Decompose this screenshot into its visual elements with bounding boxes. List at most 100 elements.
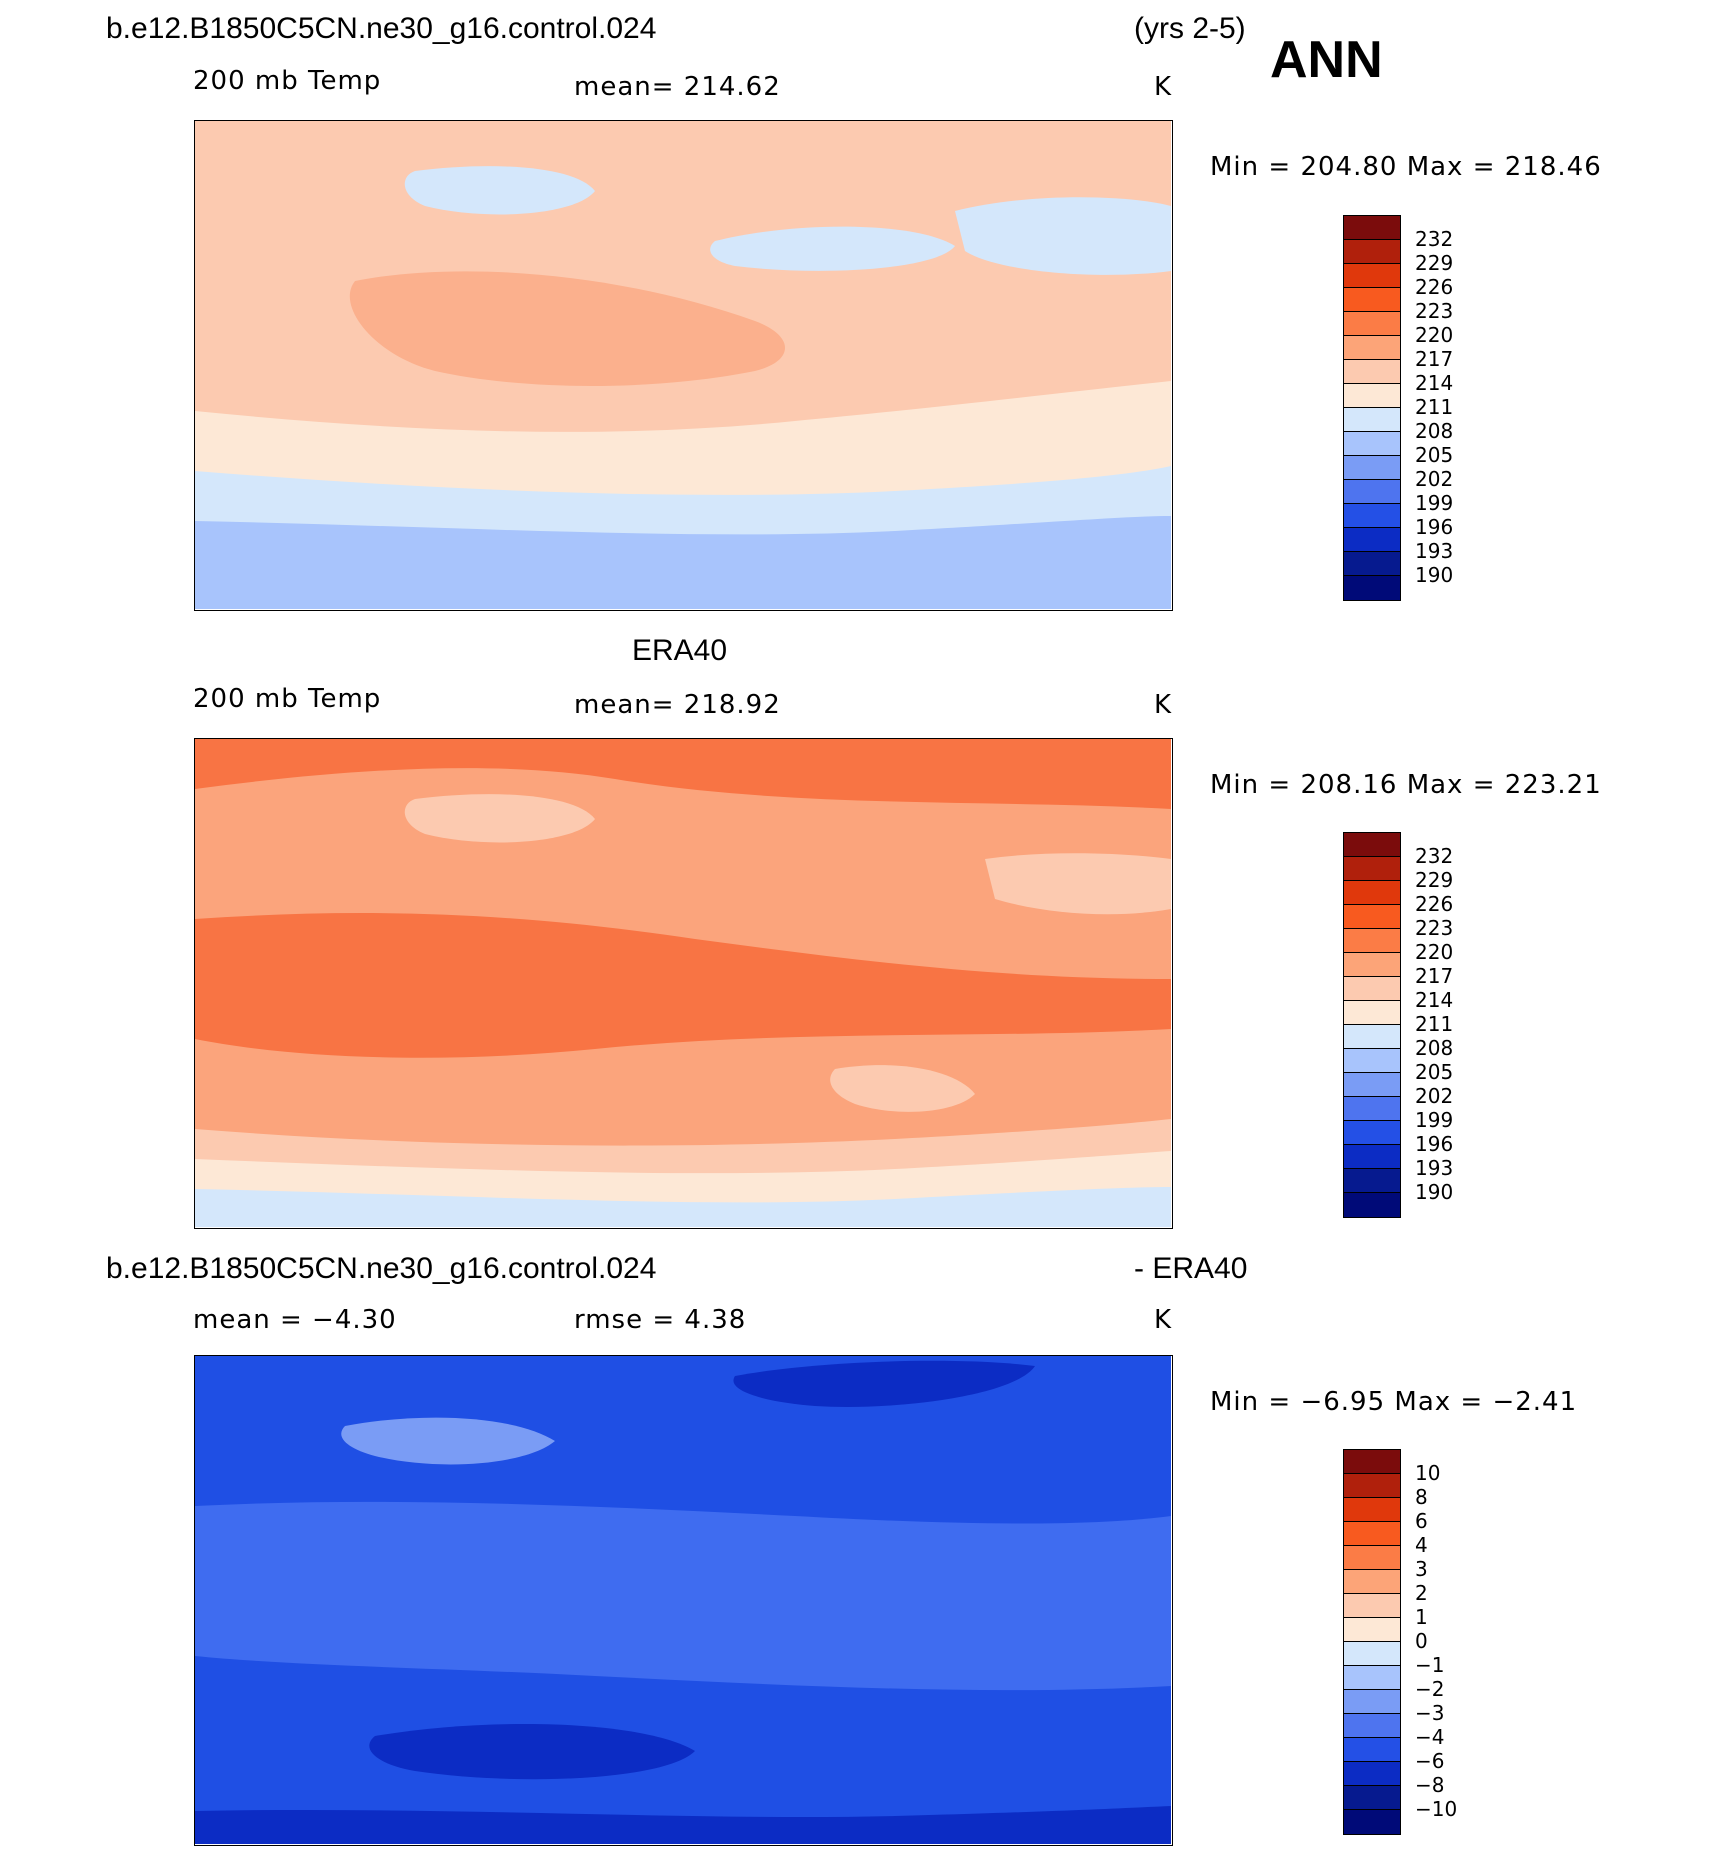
colorbar-model-swatch — [1344, 552, 1400, 576]
panel-obs-map — [194, 738, 1173, 1229]
colorbar-obs-swatch — [1344, 1193, 1400, 1217]
colorbar-model-swatch — [1344, 288, 1400, 312]
colorbar-model-swatch — [1344, 456, 1400, 480]
colorbar-obs-tick-label: 208 — [1415, 1036, 1454, 1060]
season-label: ANN — [1270, 31, 1383, 89]
colorbar-obs-swatch — [1344, 1121, 1400, 1145]
colorbar-model-tick-label: 223 — [1415, 299, 1454, 323]
colorbar-obs-swatch — [1344, 1025, 1400, 1049]
obs-band-220-north — [195, 739, 1171, 809]
colorbar-diff-swatch — [1344, 1450, 1400, 1474]
diff-contour-field — [195, 1356, 1171, 1844]
colorbar-diff-tick-label: −4 — [1415, 1725, 1445, 1749]
colorbar-diff-swatch — [1344, 1546, 1400, 1570]
colorbar-model-tick-label: 232 — [1415, 227, 1454, 251]
colorbar-obs-swatch — [1344, 1049, 1400, 1073]
colorbar-diff-swatch — [1344, 1714, 1400, 1738]
colorbar-diff-tick-label: 8 — [1415, 1485, 1428, 1509]
colorbar-diff-tick-label: 6 — [1415, 1509, 1428, 1533]
panel-diff-mean: mean = −4.30 — [193, 1305, 397, 1335]
diff-band-minus-2-asia — [341, 1417, 555, 1465]
colorbar-obs-tick-label: 190 — [1415, 1180, 1454, 1204]
colorbar-diff-tick-label: −1 — [1415, 1653, 1445, 1677]
panel-diff-rmse: rmse = 4.38 — [574, 1305, 747, 1335]
colorbar-obs-tick-label: 196 — [1415, 1132, 1454, 1156]
panel-diff-map — [194, 1355, 1173, 1846]
colorbar-model-tick-label: 214 — [1415, 371, 1454, 395]
colorbar-diff-swatch — [1344, 1738, 1400, 1762]
panel-diff-colorbar — [1343, 1449, 1401, 1835]
colorbar-obs-swatch — [1344, 1145, 1400, 1169]
colorbar-obs-swatch — [1344, 977, 1400, 1001]
panel-model-minmax: Min = 204.80 Max = 218.46 — [1210, 152, 1602, 182]
colorbar-obs-tick-label: 202 — [1415, 1084, 1454, 1108]
colorbar-obs-swatch — [1344, 857, 1400, 881]
years-label: (yrs 2-5) — [1134, 12, 1246, 45]
obs-cool-blob-south-pacific — [830, 1065, 975, 1112]
colorbar-model-swatch — [1344, 432, 1400, 456]
colorbar-model-tick-label: 211 — [1415, 395, 1454, 419]
diff-band-minus-6-south — [369, 1724, 695, 1780]
colorbar-obs-swatch — [1344, 953, 1400, 977]
colorbar-model-tick-label: 226 — [1415, 275, 1454, 299]
panel-model-units: K — [1154, 72, 1173, 102]
colorbar-model-swatch — [1344, 312, 1400, 336]
obs-band-208 — [195, 1187, 1171, 1227]
colorbar-obs-tick-label: 232 — [1415, 844, 1454, 868]
diff-band-minus-3 — [195, 1501, 1171, 1691]
colorbar-diff-tick-label: 10 — [1415, 1461, 1441, 1485]
colorbar-model-tick-label: 217 — [1415, 347, 1454, 371]
colorbar-obs-swatch — [1344, 929, 1400, 953]
panel-obs-variable: 200 mb Temp — [193, 684, 382, 714]
panel-obs-mean: mean= 218.92 — [574, 690, 781, 720]
model-band-208 — [195, 516, 1171, 609]
panel-obs-title: ERA40 — [632, 634, 728, 667]
model-cool-blob-atlantic — [955, 197, 1171, 275]
colorbar-model-swatch — [1344, 240, 1400, 264]
colorbar-obs-swatch — [1344, 1001, 1400, 1025]
colorbar-diff-tick-label: 1 — [1415, 1605, 1428, 1629]
colorbar-model-swatch — [1344, 264, 1400, 288]
colorbar-model-swatch — [1344, 528, 1400, 552]
diff-band-minus-6-arctic — [733, 1360, 1035, 1407]
colorbar-obs-tick-label: 193 — [1415, 1156, 1454, 1180]
colorbar-obs-swatch — [1344, 833, 1400, 857]
panel-obs-units: K — [1154, 690, 1173, 720]
colorbar-obs-tick-label: 220 — [1415, 940, 1454, 964]
colorbar-obs-tick-label: 199 — [1415, 1108, 1454, 1132]
model-contour-field — [195, 121, 1171, 609]
model-warm-core — [349, 271, 785, 386]
panel-diff-minmax: Min = −6.95 Max = −2.41 — [1210, 1387, 1578, 1417]
colorbar-diff-tick-label: 3 — [1415, 1557, 1428, 1581]
colorbar-diff-tick-label: −3 — [1415, 1701, 1445, 1725]
panel-obs-minmax: Min = 208.16 Max = 223.21 — [1210, 770, 1602, 800]
colorbar-model-swatch — [1344, 480, 1400, 504]
colorbar-obs-tick-label: 229 — [1415, 868, 1454, 892]
colorbar-diff-swatch — [1344, 1618, 1400, 1642]
colorbar-diff-swatch — [1344, 1762, 1400, 1786]
colorbar-model-tick-label: 190 — [1415, 563, 1454, 587]
colorbar-diff-swatch — [1344, 1498, 1400, 1522]
colorbar-model-tick-label: 229 — [1415, 251, 1454, 275]
colorbar-diff-tick-label: 0 — [1415, 1629, 1428, 1653]
colorbar-model-swatch — [1344, 408, 1400, 432]
colorbar-obs-tick-label: 226 — [1415, 892, 1454, 916]
colorbar-diff-swatch — [1344, 1594, 1400, 1618]
colorbar-model-tick-label: 208 — [1415, 419, 1454, 443]
colorbar-model-swatch — [1344, 504, 1400, 528]
colorbar-diff-swatch — [1344, 1570, 1400, 1594]
panel-obs-colorbar — [1343, 832, 1401, 1218]
obs-cool-blob-atlantic — [985, 853, 1171, 915]
case-title: b.e12.B1850C5CN.ne30_g16.control.024 — [106, 12, 657, 45]
colorbar-diff-swatch — [1344, 1522, 1400, 1546]
model-cool-blob-asia — [404, 166, 595, 215]
diff-band-minus-6-antarctic — [195, 1806, 1171, 1844]
panel-diff-title-left: b.e12.B1850C5CN.ne30_g16.control.024 — [106, 1252, 657, 1285]
colorbar-obs-tick-label: 211 — [1415, 1012, 1454, 1036]
colorbar-obs-swatch — [1344, 1169, 1400, 1193]
panel-model-mean: mean= 214.62 — [574, 72, 781, 102]
panel-diff-units: K — [1154, 1305, 1173, 1335]
colorbar-model-swatch — [1344, 576, 1400, 600]
colorbar-obs-tick-label: 214 — [1415, 988, 1454, 1012]
colorbar-diff-tick-label: −6 — [1415, 1749, 1445, 1773]
